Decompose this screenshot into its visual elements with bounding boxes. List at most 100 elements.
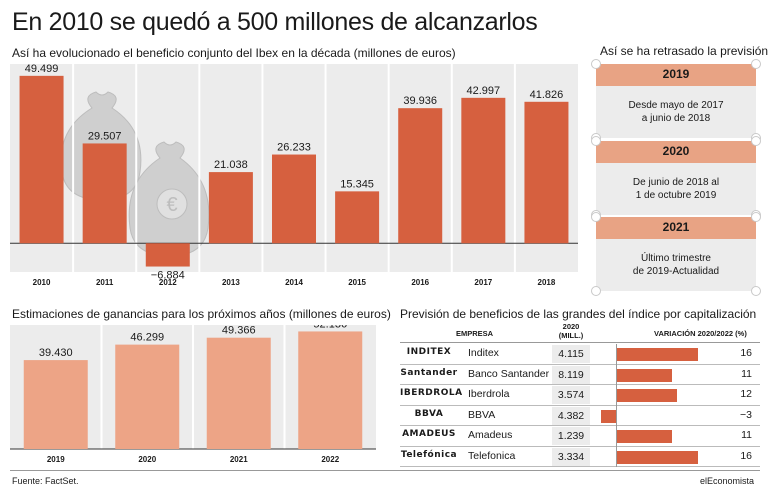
variation-label: 16 (740, 449, 752, 462)
category-strip (10, 449, 376, 467)
table-row: BBVA BBVA 4.382 −3 (400, 406, 760, 426)
tick-label: 2021 (230, 455, 248, 464)
company-logo: Telefónica (400, 449, 458, 460)
value-2020: 3.334 (552, 447, 590, 466)
tick-label: 2016 (411, 278, 429, 287)
ticket-year: 2021 (662, 220, 690, 234)
money-bag-icon: € (60, 91, 210, 257)
forecast-chart-panel: 39.430 2019 46.299 2020 49.366 2021 52.136 2022 (10, 318, 376, 467)
historic-chart-title: Así ha evolucionado el beneficio conjunt… (12, 46, 456, 60)
category-strip (10, 272, 578, 290)
data-label: 15.345 (340, 178, 374, 190)
tick-label: 2020 (138, 455, 156, 464)
historic-chart-panel: € 49.499 2010 29.507 2011 −6.884 2012 21.038 20… (10, 63, 578, 290)
tick-label: 2018 (538, 278, 556, 287)
bar (115, 344, 180, 449)
tick-label: 2013 (222, 278, 240, 287)
table-row: Santander Banco Santander 8.119 11 (400, 365, 760, 385)
variation-bar (616, 389, 678, 402)
value-2020: 4.115 (552, 345, 590, 363)
bar (19, 75, 64, 244)
company-name: Telefonica (468, 449, 516, 462)
bar (23, 360, 88, 449)
table-row: AMADEUS Amadeus 1.239 11 (400, 426, 760, 447)
forecast-bar-chart: 39.430 2019 46.299 2020 49.366 2021 52.136 2022 (10, 318, 376, 467)
data-label: 41.826 (530, 89, 564, 101)
source-note: Fuente: FactSet. (12, 476, 79, 486)
value-2020: 4.382 (552, 406, 590, 425)
company-logo: INDITEX (406, 347, 452, 357)
tick-label: 2012 (159, 278, 177, 287)
company-logo: IBERDROLA (400, 388, 463, 398)
svg-text:€: € (166, 194, 177, 216)
delay-ticket-2019: 2019 Desde mayo de 2017 a junio de 2018 (591, 59, 761, 143)
bar (206, 337, 271, 449)
value-2020: 3.574 (552, 386, 590, 404)
ticket-line: Último trimestre (640, 253, 711, 264)
company-logo: AMADEUS (402, 429, 456, 439)
data-label: 29.507 (88, 130, 122, 142)
variation-label: 11 (741, 429, 752, 441)
table-row: Telefónica Telefonica 3.334 16 (400, 447, 760, 467)
data-label: 21.038 (214, 159, 248, 171)
value-2020: 1.239 (552, 427, 590, 445)
data-label: −6.884 (151, 270, 185, 282)
data-label: 46.299 (130, 332, 164, 344)
variation-label: −3 (740, 408, 752, 421)
company-name: Inditex (468, 347, 499, 359)
delay-ticket-2020: 2020 De junio de 2018 al 1 de octubre 201… (591, 136, 761, 220)
table-row: INDITEX Inditex 4.115 16 (400, 344, 760, 365)
variation-label: 12 (740, 388, 752, 400)
tick-label: 2017 (474, 278, 492, 287)
company-name: Amadeus (468, 429, 513, 441)
company-table: EMPRESA 2020 (MILL.) VARIACIÓN 2020/2022 … (400, 320, 760, 468)
bar (398, 108, 443, 244)
footer-divider (10, 470, 760, 471)
ticket-line: De junio de 2018 al (632, 177, 720, 188)
col-header-variation: VARIACIÓN 2020/2022 (%) (654, 329, 747, 338)
tick-label: 2014 (285, 278, 303, 287)
ticket-line: de 2019-Actualidad (632, 266, 720, 277)
data-label: 39.430 (39, 347, 73, 359)
delay-ticket-2021: 2021 Último trimestre de 2019-Actualidad (591, 212, 761, 296)
variation-zero-line (616, 344, 617, 467)
col-header-2020: 2020 (MILL.) (558, 322, 584, 340)
table-title: Previsión de beneficios de las grandes d… (400, 307, 757, 321)
bar (298, 331, 363, 449)
company-name: BBVA (468, 408, 496, 421)
page-title: En 2010 se quedó a 500 millones de alcan… (12, 8, 538, 36)
company-logo: BBVA (414, 408, 444, 419)
data-label: 52.136 (313, 325, 347, 330)
tick-label: 2019 (47, 455, 65, 464)
data-label: 49.499 (25, 64, 59, 75)
bar (272, 154, 316, 244)
company-logo: Santander (400, 367, 458, 378)
variation-bar (616, 348, 698, 361)
value-2020: 8.119 (552, 365, 590, 384)
ticket-line: 1 de octubre 2019 (635, 190, 717, 201)
ticket-line: Desde mayo de 2017 (628, 100, 724, 111)
ticket-year: 2019 (662, 67, 690, 81)
bar (461, 97, 506, 244)
variation-bar (600, 409, 616, 423)
brand-logo: elEconomista (700, 476, 755, 486)
variation-label: 11 (741, 367, 752, 380)
bar (208, 172, 253, 244)
bar (335, 191, 380, 244)
forecast-chart-title: Estimaciones de ganancias para los próxi… (12, 307, 391, 321)
data-label: 42.997 (467, 85, 501, 97)
variation-bar (616, 450, 698, 464)
data-label: 26.233 (277, 142, 311, 154)
ticket-year: 2020 (662, 144, 690, 158)
bar (524, 101, 569, 244)
ticket-line: a junio de 2018 (641, 113, 711, 124)
tick-label: 2015 (348, 278, 366, 287)
col-header-company: EMPRESA (456, 329, 494, 338)
bar (145, 243, 190, 267)
bar (82, 143, 127, 244)
variation-label: 16 (740, 347, 752, 359)
company-name: Banco Santander (468, 367, 550, 380)
variation-bar (616, 430, 673, 443)
data-label: 39.936 (403, 95, 437, 107)
